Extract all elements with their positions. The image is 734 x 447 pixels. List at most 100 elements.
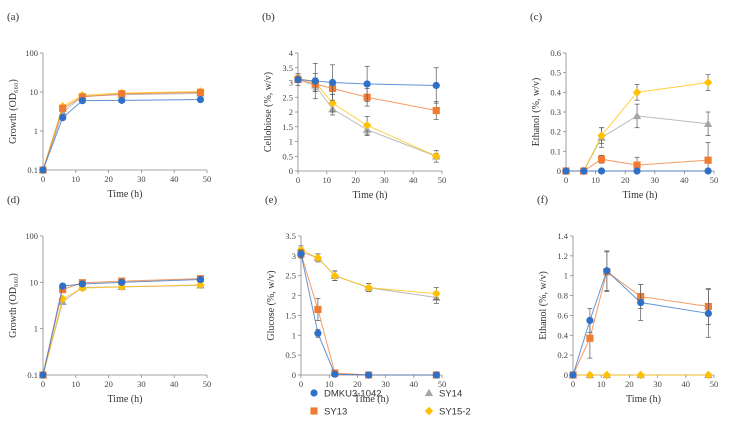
data-point bbox=[314, 329, 322, 337]
y-tick-label: 0.6 bbox=[550, 48, 561, 58]
x-tick-label: 0 bbox=[41, 379, 45, 389]
data-point bbox=[39, 166, 47, 174]
y-tick-label: 1.5 bbox=[285, 310, 296, 320]
panel-letter: (c) bbox=[530, 11, 543, 23]
series-line bbox=[42, 92, 201, 171]
data-point bbox=[78, 97, 86, 105]
x-tick-label: 50 bbox=[438, 379, 447, 389]
data-point bbox=[632, 111, 642, 120]
x-tick-label: 30 bbox=[380, 175, 389, 185]
data-point bbox=[311, 77, 319, 85]
x-tick-label: 0 bbox=[564, 175, 568, 185]
data-point bbox=[703, 78, 713, 87]
panel-letter: (b) bbox=[262, 11, 275, 23]
legend-label: SY13 bbox=[324, 407, 347, 418]
y-tick-label: 2 bbox=[292, 291, 296, 301]
x-axis-label: Time (h) bbox=[623, 190, 658, 201]
data-point bbox=[59, 282, 67, 290]
x-tick-label: 50 bbox=[203, 379, 212, 389]
x-tick-label: 30 bbox=[137, 174, 146, 184]
series-line bbox=[42, 279, 201, 376]
y-axis-label: Cellobiose (%, w/v) bbox=[263, 72, 274, 152]
x-tick-label: 10 bbox=[72, 379, 81, 389]
series-sy15-2 bbox=[296, 245, 441, 300]
data-point bbox=[704, 156, 712, 164]
series-dmku3-1042 bbox=[562, 167, 712, 175]
data-point bbox=[39, 371, 47, 379]
data-point bbox=[704, 370, 713, 380]
data-point bbox=[313, 253, 323, 263]
data-point bbox=[363, 80, 371, 88]
legend-label: DMKU3-1042 bbox=[324, 389, 382, 400]
y-tick-label: 0.4 bbox=[550, 87, 561, 97]
legend-marker-triangle bbox=[424, 388, 434, 397]
x-tick-label: 50 bbox=[438, 175, 447, 185]
legend-item: SY13 bbox=[310, 407, 347, 418]
y-tick-label: 100 bbox=[25, 48, 38, 58]
y-tick-label: 10 bbox=[30, 87, 39, 97]
series-sy13 bbox=[297, 249, 440, 379]
data-point bbox=[704, 309, 712, 318]
x-tick-label: 30 bbox=[381, 379, 390, 389]
data-point bbox=[597, 167, 606, 175]
x-tick-label: 10 bbox=[597, 379, 606, 389]
series-line bbox=[42, 99, 201, 171]
y-tick-label: 2.5 bbox=[282, 92, 293, 102]
x-tick-label: 20 bbox=[621, 175, 630, 185]
legend-marker-circle bbox=[310, 389, 318, 397]
y-tick-label: 0.1 bbox=[550, 146, 561, 156]
data-point bbox=[331, 370, 339, 378]
x-tick-label: 20 bbox=[104, 379, 113, 389]
series-line bbox=[42, 278, 201, 376]
x-tick-label: 50 bbox=[710, 379, 719, 389]
chart-panel-f: (f) 0 0.2 0.4 0.6 0.8 1 1.2 1.4 0 10 20 30 40 50 Time (… bbox=[537, 194, 718, 405]
data-point bbox=[586, 316, 594, 324]
x-tick-label: 10 bbox=[325, 379, 334, 389]
x-tick-label: 20 bbox=[625, 379, 634, 389]
series-sy15-2 bbox=[38, 280, 205, 380]
y-tick-label: 1 bbox=[564, 271, 568, 281]
data-point bbox=[118, 90, 126, 98]
chart-panel-a: (a) 0.1 1 10 100 0 10 20 30 40 50 Time (h) Growth (O… bbox=[7, 11, 211, 200]
chart-panel-d: (d) 0.1 1 10 100 0 10 20 30 40 50 Time (h) Growth (O… bbox=[7, 194, 211, 405]
x-tick-label: 50 bbox=[203, 174, 212, 184]
x-tick-label: 10 bbox=[323, 175, 332, 185]
data-point bbox=[633, 161, 641, 169]
y-tick-label: 3 bbox=[289, 78, 293, 88]
series-sy15-2 bbox=[568, 370, 713, 380]
y-tick-label: 0.5 bbox=[282, 151, 293, 161]
data-point bbox=[59, 104, 67, 112]
data-point bbox=[314, 305, 322, 314]
legend: DMKU3-1042 SY14 SY13 SY15-2 bbox=[310, 388, 471, 418]
x-tick-label: 50 bbox=[710, 175, 719, 185]
x-tick-label: 0 bbox=[571, 379, 575, 389]
legend-marker-diamond bbox=[424, 406, 434, 416]
data-point bbox=[196, 275, 205, 284]
y-tick-label: 0.3 bbox=[550, 107, 561, 117]
y-axis-label: Ethanol (%, w/v) bbox=[531, 78, 542, 147]
data-point bbox=[362, 121, 372, 130]
y-tick-label: 1 bbox=[34, 126, 38, 136]
panel-letter: (f) bbox=[537, 194, 548, 206]
x-axis-label: Time (h) bbox=[626, 394, 661, 405]
x-tick-label: 40 bbox=[410, 379, 419, 389]
series-dmku3-1042 bbox=[569, 250, 712, 379]
panel-letter: (d) bbox=[7, 194, 20, 206]
data-point bbox=[364, 283, 373, 292]
y-tick-label: 0.8 bbox=[557, 291, 568, 301]
y-tick-label: 0.4 bbox=[557, 330, 568, 340]
y-tick-label: 2.5 bbox=[285, 271, 296, 281]
y-axis-label: Ethanol (%, w/v) bbox=[538, 271, 549, 340]
y-tick-label: 10 bbox=[30, 277, 39, 287]
data-point bbox=[637, 298, 645, 307]
y-tick-label: 1 bbox=[289, 137, 293, 147]
x-tick-label: 10 bbox=[72, 174, 81, 184]
y-tick-label: 1.2 bbox=[557, 251, 568, 261]
data-point bbox=[78, 93, 86, 101]
data-point bbox=[597, 131, 606, 140]
data-point bbox=[297, 250, 305, 258]
data-point bbox=[58, 294, 67, 304]
x-tick-label: 40 bbox=[682, 379, 691, 389]
